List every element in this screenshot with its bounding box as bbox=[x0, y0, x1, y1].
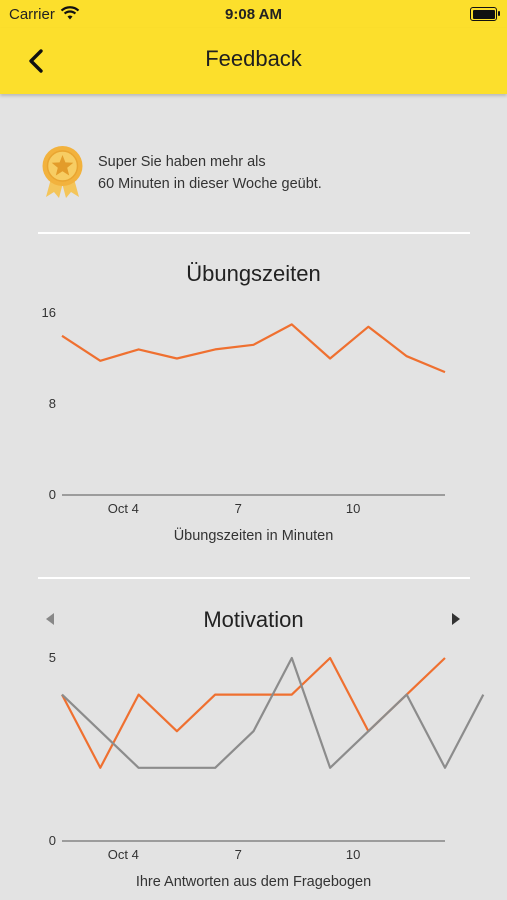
chart-motivation: 0 5 Oct 4 7 10 bbox=[49, 650, 485, 862]
y-tick-label: 16 bbox=[42, 305, 56, 320]
chart-caption-motivation: Ihre Antworten aus dem Fragebogen bbox=[135, 874, 372, 890]
battery-icon bbox=[470, 7, 500, 21]
y-tick-label: 5 bbox=[49, 650, 56, 665]
chart-title-uebungszeiten: Übungszeiten bbox=[186, 261, 321, 286]
status-bar: Carrier 9:08 AM bbox=[0, 0, 507, 28]
clock: 9:08 AM bbox=[225, 6, 282, 23]
x-tick-label: Oct 4 bbox=[108, 847, 139, 862]
previous-arrow-icon[interactable] bbox=[44, 612, 56, 631]
navigation-bar: Feedback bbox=[0, 28, 507, 94]
y-tick-label: 0 bbox=[49, 487, 56, 502]
next-arrow-icon[interactable] bbox=[450, 612, 462, 631]
chart-caption-uebungszeiten: Übungszeiten in Minuten bbox=[173, 528, 334, 544]
series-line-2 bbox=[61, 656, 485, 769]
achievement-text-line2: 60 Minuten in dieser Woche geübt. bbox=[98, 176, 322, 192]
chart-uebungszeiten: 0 8 16 Oct 4 7 10 bbox=[42, 305, 446, 516]
x-tick-label: 10 bbox=[346, 501, 360, 516]
y-tick-label: 8 bbox=[49, 396, 56, 411]
page-title: Feedback bbox=[205, 46, 302, 71]
x-tick-label: Oct 4 bbox=[108, 501, 139, 516]
back-chevron-icon[interactable] bbox=[22, 46, 52, 76]
divider bbox=[38, 232, 470, 234]
wifi-icon bbox=[60, 6, 80, 20]
y-tick-label: 0 bbox=[49, 833, 56, 848]
medal-icon bbox=[42, 146, 83, 198]
x-tick-label: 7 bbox=[235, 501, 242, 516]
series-line-1 bbox=[61, 323, 446, 374]
divider bbox=[38, 577, 470, 579]
achievement-text-line1: Super Sie haben mehr als bbox=[98, 154, 266, 170]
x-tick-label: 7 bbox=[235, 847, 242, 862]
chart-title-motivation: Motivation bbox=[203, 607, 304, 632]
achievement-banner: Super Sie haben mehr als 60 Minuten in d… bbox=[40, 145, 480, 205]
x-tick-label: 10 bbox=[346, 847, 360, 862]
carrier-label: Carrier bbox=[9, 6, 55, 23]
